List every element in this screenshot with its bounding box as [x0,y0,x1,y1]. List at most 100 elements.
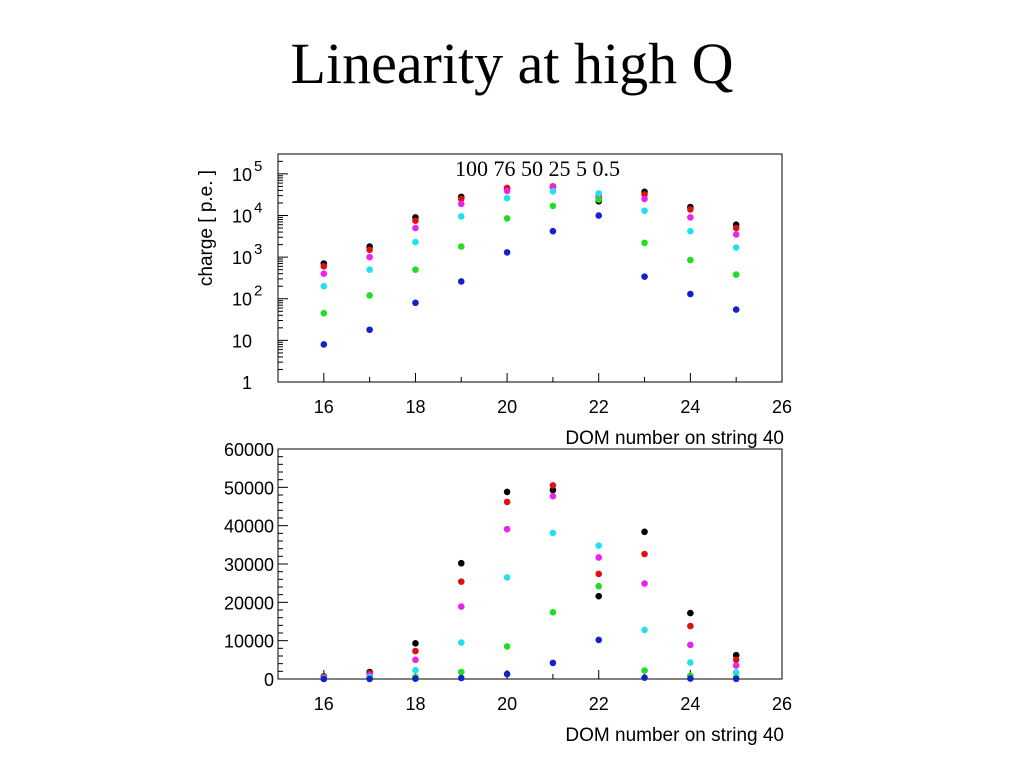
top-y-tick-label: 1 [242,373,252,393]
bottom-point-black [732,651,740,659]
bottom-point-blue [366,675,373,683]
bottom-point-red [549,482,557,489]
bottom-point-magenta [641,580,648,587]
slide-title: Linearity at high Q [290,31,734,96]
bottom-point-cyan [549,529,557,537]
top-point-cyan [641,207,648,215]
bottom-y-tick-label: 10000 [224,632,274,652]
bottom-y-tick-label: 20000 [224,593,274,613]
bottom-point-magenta [457,603,465,610]
bottom-point-blue [595,636,603,644]
top-point-cyan [732,244,740,251]
top-point-blue [366,326,373,334]
bottom-point-red [687,622,694,630]
bottom-point-cyan [595,542,603,549]
bottom-y-tick-label: 30000 [224,555,274,575]
top-point-blue [595,212,603,219]
top-point-red [320,263,328,270]
bottom-y-tick-label: 0 [264,670,274,690]
top-point-cyan [503,194,511,202]
bottom-point-red [412,647,419,655]
top-point-green [595,196,603,203]
top-point-green [366,292,373,299]
bottom-point-green [457,668,465,676]
top-point-blue [457,278,465,285]
top-point-cyan [457,213,465,220]
top-x-tick-label: 18 [405,397,425,417]
top-point-red [457,195,465,203]
top-point-red [412,217,419,224]
amplitude-legend: 100 76 50 25 5 0.5 [455,156,620,181]
top-x-tick-label: 24 [680,397,700,417]
bottom-point-blue [641,674,648,681]
top-point-green [412,266,419,273]
top-point-blue [549,227,557,235]
bottom-point-blue [687,675,694,682]
top-point-blue [732,306,740,313]
bottom-point-black [595,592,603,600]
bottom-point-black [457,559,465,567]
linear-charge-panel: 16 18 20 22 24 26 0 10000 20000 30000 40000 50000 60… [224,440,792,746]
top-point-cyan [320,282,328,290]
top-point-green [320,309,328,317]
bottom-x-tick-label: 18 [405,694,425,714]
bottom-point-red [641,550,648,558]
top-point-blue [412,299,419,307]
top-point-cyan [549,188,557,195]
bottom-y-tick-label: 60000 [224,440,274,460]
bottom-point-blue [320,675,328,683]
bottom-point-blue [549,659,557,667]
bottom-point-red [595,570,603,578]
top-point-magenta [641,195,648,203]
top-point-cyan [687,227,694,235]
top-point-blue [641,273,648,280]
top-point-green [503,215,511,222]
bottom-point-red [732,656,740,664]
bottom-point-magenta [549,492,557,500]
top-x-axis-title: DOM number on string 40 [565,428,784,449]
bottom-point-magenta [412,656,419,664]
bottom-y-tick-label: 50000 [224,478,274,498]
bottom-point-cyan [732,669,740,676]
top-point-red [687,206,694,213]
bottom-point-green [549,609,557,616]
bottom-point-red [457,578,465,585]
top-point-magenta [412,224,419,232]
bottom-point-cyan [503,574,511,581]
top-y-tick-label: 10 [232,165,252,185]
bottom-point-cyan [687,659,694,666]
log-plot-frame [277,153,783,383]
bottom-point-black [412,640,419,647]
bottom-point-cyan [457,639,465,646]
top-point-magenta [457,200,465,208]
top-y-tick-label: 10 [232,290,252,310]
bottom-point-blue [732,675,740,683]
bottom-point-black [549,486,557,494]
top-y-tick-exponent: 3 [254,241,262,258]
top-point-red [732,224,740,232]
bottom-point-blue [457,674,465,682]
top-point-cyan [366,266,373,273]
bottom-point-green [641,667,648,674]
top-x-tick-label: 16 [314,397,334,417]
bottom-point-magenta [687,641,694,649]
top-y-tick-label: 10 [232,248,252,268]
top-x-tick-label: 22 [589,397,609,417]
bottom-point-cyan [412,666,419,674]
top-point-green [457,243,465,250]
bottom-point-blue [503,670,511,678]
top-y-tick-exponent: 4 [254,199,262,216]
bottom-point-magenta [595,554,603,561]
top-y-tick-label: 10 [232,206,252,226]
top-point-green [687,256,694,264]
top-point-cyan [595,190,603,197]
bottom-point-red [503,498,511,506]
bottom-point-black [687,609,694,617]
top-point-blue [503,249,511,256]
top-point-magenta [687,214,694,221]
top-point-blue [320,341,328,348]
bottom-x-tick-label: 22 [589,694,609,714]
top-x-tick-label: 20 [497,397,517,417]
